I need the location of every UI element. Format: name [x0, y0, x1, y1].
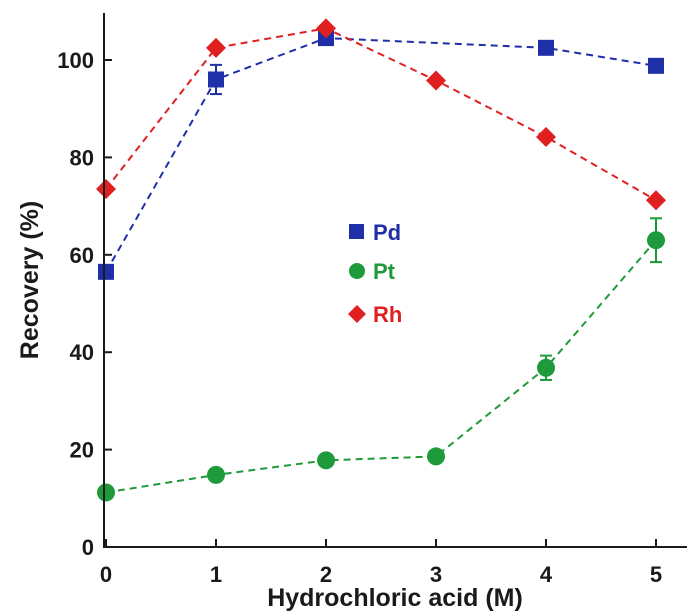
y-tick-label-100: 100	[57, 48, 94, 73]
x-tick-label-3: 3	[430, 562, 442, 587]
data-point-pd-4	[648, 57, 664, 74]
x-tick-label-1: 1	[210, 562, 222, 587]
data-point-pt-1	[207, 465, 225, 484]
series-line-rh	[105, 27, 657, 202]
axis-ticks: 0 20 40 60 80 100 0 1 2 3 4 5	[57, 48, 662, 587]
legend-label-pt: Pt	[373, 259, 396, 284]
data-point-rh-3	[426, 70, 446, 91]
data-point-pt-4	[537, 358, 555, 377]
data-point-pt-5	[647, 231, 665, 250]
data-point-pt-2	[317, 451, 335, 470]
series-pt	[97, 217, 665, 502]
series-rh	[96, 18, 666, 211]
y-tick-label-60: 60	[70, 243, 94, 268]
data-point-rh-2	[316, 18, 336, 39]
y-tick-label-80: 80	[70, 145, 94, 170]
x-tick-label-0: 0	[100, 562, 112, 587]
legend-label-pd: Pd	[373, 220, 401, 245]
y-tick-label-40: 40	[70, 340, 94, 365]
plot-area	[96, 18, 666, 502]
x-tick-label-2: 2	[320, 562, 332, 587]
legend: Pd Pt Rh	[348, 220, 402, 327]
x-axis-title: Hydrochloric acid (M)	[267, 584, 523, 612]
data-point-rh-5	[646, 190, 666, 211]
legend-marker-pd	[349, 224, 364, 239]
data-point-rh-0	[96, 179, 116, 200]
data-point-pd-0	[98, 263, 114, 280]
legend-marker-rh	[348, 305, 366, 323]
legend-marker-pt	[349, 263, 365, 279]
data-point-pt-3	[427, 447, 445, 466]
y-tick-label-0: 0	[82, 535, 94, 560]
data-point-rh-4	[536, 126, 556, 147]
data-point-rh-1	[206, 37, 226, 58]
legend-label-rh: Rh	[373, 302, 402, 327]
data-point-pd-1	[208, 71, 224, 88]
x-tick-label-5: 5	[650, 562, 662, 587]
y-axis-title: Recovery (%)	[16, 201, 44, 359]
data-point-pd-3	[538, 39, 554, 56]
data-point-pt-0	[97, 483, 115, 502]
x-tick-label-4: 4	[540, 562, 553, 587]
y-tick-label-20: 20	[70, 438, 94, 463]
series-line-pt	[105, 239, 657, 494]
